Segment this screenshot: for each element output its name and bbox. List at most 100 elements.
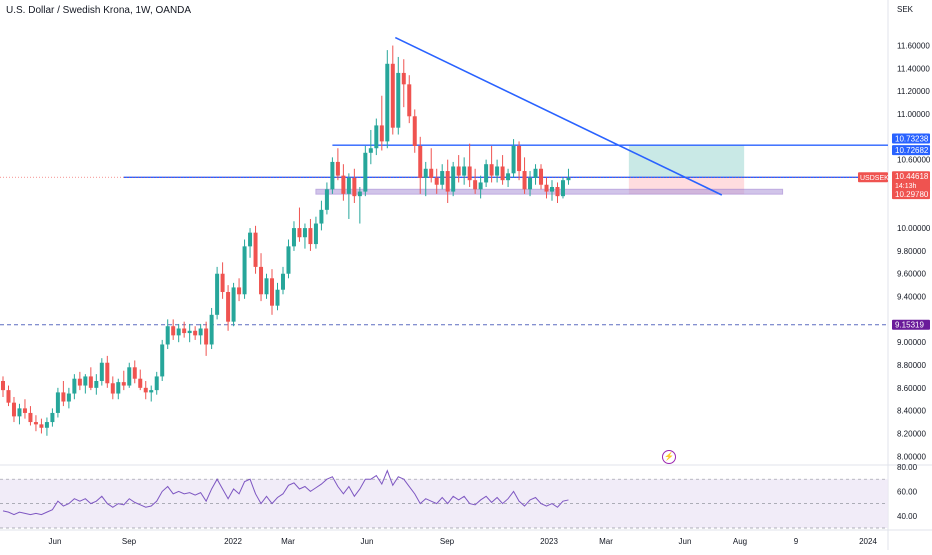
candle-body [495, 166, 500, 176]
candle-body [412, 116, 417, 146]
descending-trendline[interactable] [394, 36, 723, 196]
candle-body [55, 392, 60, 413]
candle-body [253, 232, 258, 267]
price-badge-label: 10.29780 [895, 190, 929, 199]
candle-body [341, 175, 346, 194]
candle-body [407, 84, 412, 117]
time-tick-label: Sep [440, 537, 455, 546]
candle-body [248, 232, 253, 247]
price-badge-label: 9.15319 [895, 321, 924, 330]
candle-body [374, 125, 379, 149]
candle-body [330, 161, 335, 190]
candle-body [204, 328, 209, 345]
candle-body [308, 228, 313, 245]
price-badge [892, 133, 930, 144]
candle-body [198, 328, 203, 336]
candle-body [176, 328, 181, 336]
candle-body [275, 289, 280, 306]
price-badge [892, 145, 930, 156]
price-tick-label: 9.00000 [897, 338, 926, 347]
symbol-badge [858, 172, 888, 183]
candle-body [127, 367, 132, 386]
candle-body [489, 164, 494, 176]
time-tick-label: 2024 [859, 537, 877, 546]
candle-body [434, 177, 439, 185]
price-tick-label: 8.20000 [897, 429, 926, 438]
time-tick-label: 2023 [540, 537, 558, 546]
candle-body [182, 328, 187, 334]
currency-label: SEK [897, 5, 914, 14]
candle-body [555, 187, 560, 197]
rsi-tick-label: 60.00 [897, 487, 918, 496]
price-badge-label: 10.72682 [895, 146, 929, 155]
candle-body [352, 177, 357, 197]
candle-body [484, 164, 489, 183]
candle-body [313, 223, 318, 245]
candle-body [335, 161, 340, 176]
candle-body [237, 287, 242, 295]
candle-body [423, 168, 428, 178]
candle-body [291, 228, 296, 247]
price-badge [892, 189, 930, 200]
candle-body [215, 273, 220, 315]
candle-body [368, 148, 373, 153]
candle-body [478, 182, 483, 190]
support-zone[interactable] [315, 188, 784, 195]
candle-body [105, 362, 110, 384]
time-tick-label: Mar [281, 537, 295, 546]
price-badge [892, 319, 930, 330]
candle-body [33, 422, 38, 425]
price-tick-label: 10.00000 [897, 224, 931, 233]
candle-body [506, 173, 511, 181]
candle-body [149, 390, 154, 393]
price-tick-label: 8.40000 [897, 407, 926, 416]
candle-body [539, 168, 544, 185]
candle-body [193, 330, 198, 336]
price-tick-label: 11.20000 [897, 87, 930, 96]
time-tick-label: 9 [794, 537, 799, 546]
rsi-tick-label: 80.00 [897, 463, 918, 472]
candle-body [44, 422, 49, 428]
candle-body [209, 314, 214, 345]
candle-body [280, 273, 285, 290]
candle-body [220, 273, 225, 292]
time-tick-label: Mar [599, 537, 613, 546]
candle-body [500, 166, 505, 181]
time-tick-label: Jun [679, 537, 692, 546]
candle-body [121, 382, 126, 386]
candle-body [11, 402, 16, 417]
candle-body [522, 171, 527, 190]
price-tick-label: 8.60000 [897, 384, 926, 393]
candle-body [110, 383, 115, 394]
price-badge-label: 10.73238 [895, 135, 929, 144]
candle-body [528, 177, 533, 190]
candle-body [363, 152, 368, 192]
candle-body [39, 424, 44, 428]
candle-body [22, 408, 27, 413]
target-zone[interactable] [628, 144, 745, 178]
candle-body [171, 326, 176, 336]
time-tick-label: Jun [361, 537, 374, 546]
candle-body [401, 72, 406, 85]
candle-body [270, 278, 275, 306]
candle-body [28, 412, 33, 423]
lightning-icon[interactable]: ⚡ [662, 450, 676, 464]
candle-body [462, 166, 467, 176]
candle-body [286, 246, 291, 274]
price-tick-label: 9.60000 [897, 270, 926, 279]
candle-body [187, 330, 192, 334]
candle-body [6, 390, 11, 403]
candle-body [379, 125, 384, 142]
candle-body [165, 326, 170, 345]
price-tick-label: 8.00000 [897, 452, 926, 461]
candle-body [1, 380, 5, 391]
candle-body [231, 287, 236, 322]
time-tick-label: Sep [122, 537, 137, 546]
candle-body [346, 177, 351, 194]
rsi-tick-label: 40.00 [897, 512, 918, 521]
candle-body [396, 72, 401, 128]
price-tick-label: 9.80000 [897, 247, 926, 256]
candle-body [94, 380, 99, 388]
